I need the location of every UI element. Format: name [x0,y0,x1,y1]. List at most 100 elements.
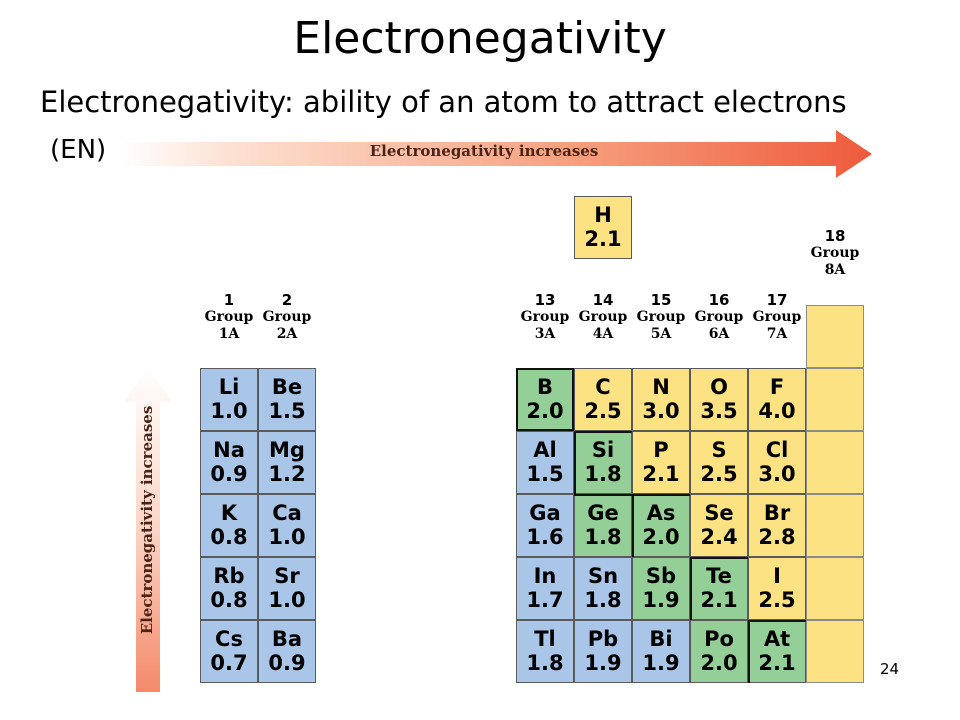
group-sublabel: 6A [708,326,730,342]
element-symbol: Ba [271,627,303,651]
element-cell-sr: Sr 1.0 [258,557,316,620]
element-en-value: 3.0 [758,462,796,486]
element-en-value: 0.8 [210,588,248,612]
element-en-value: 1.0 [210,399,248,423]
group-sublabel: 4A [592,326,614,342]
element-cell-al: Al 1.5 [516,431,574,494]
vertical-arrow-label: Electronegativity increases [138,405,156,635]
element-cell-mg: Mg 1.2 [258,431,316,494]
group-header-16: 16 Group 6A [690,292,748,343]
element-cell-as: As 2.0 [632,494,690,557]
group18-empty-cell [806,368,864,431]
vertical-arrow [124,366,172,692]
group-number: 15 [650,291,672,309]
element-cell-ca: Ca 1.0 [258,494,316,557]
element-symbol: Li [218,375,240,399]
element-symbol: K [220,501,238,525]
element-symbol: Cs [215,627,243,651]
element-symbol: As [646,501,676,525]
element-cell-b: B 2.0 [516,368,574,431]
element-cell-s: S 2.5 [690,431,748,494]
page-number: 24 [880,660,900,678]
element-symbol: I [773,564,781,588]
element-cell-in: In 1.7 [516,557,574,620]
element-cell-be: Be 1.5 [258,368,316,431]
group-number: 16 [708,291,730,309]
element-cell-k: K 0.8 [200,494,258,557]
element-cell-sb: Sb 1.9 [632,557,690,620]
element-symbol: Br [763,501,791,525]
horizontal-arrow [120,130,872,178]
group18-empty-cell [806,305,864,368]
group-sublabel: 8A [824,262,846,278]
group-header-18: 18 Group 8A [806,228,864,279]
element-symbol: F [769,375,785,399]
element-symbol: Na [213,438,245,462]
element-en-value: 1.5 [526,462,564,486]
element-cell-rb: Rb 0.8 [200,557,258,620]
group18-empty-cell [806,620,864,683]
element-symbol: Sr [274,564,300,588]
group-number: 18 [824,227,846,245]
element-en-value: 1.5 [268,399,306,423]
element-en-value: 2.5 [758,588,796,612]
group18-empty-cell [806,557,864,620]
element-en-value: 1.0 [268,525,306,549]
element-symbol: Po [704,627,734,651]
group-header-2: 2 Group 2A [258,292,316,343]
element-en-value: 2.0 [642,525,680,549]
group-label: Group [694,309,744,325]
group-label: Group [204,309,254,325]
group-label: Group [520,309,570,325]
element-cell-br: Br 2.8 [748,494,806,557]
element-cell-bi: Bi 1.9 [632,620,690,683]
group-header-17: 17 Group 7A [748,292,806,343]
element-symbol: Ga [529,501,561,525]
group-label: Group [752,309,802,325]
page-title: Electronegativity [293,13,667,64]
definition-text: Electronegativity: ability of an atom to… [40,85,847,119]
element-symbol: Be [271,375,303,399]
element-symbol: C [595,375,611,399]
element-symbol: Sn [587,564,619,588]
element-symbol: Pb [587,627,619,651]
element-en-value: 1.9 [584,651,622,675]
element-en-value: 0.9 [268,651,306,675]
element-en-value: 2.0 [526,399,564,423]
element-symbol: Te [706,564,732,588]
element-cell-na: Na 0.9 [200,431,258,494]
element-cell-tl: Tl 1.8 [516,620,574,683]
element-cell-o: O 3.5 [690,368,748,431]
element-symbol: N [652,375,670,399]
group-number: 1 [223,291,235,309]
element-symbol: Bi [649,627,673,651]
element-en-value: 1.9 [642,651,680,675]
element-symbol: Ge [587,501,619,525]
group-sublabel: 7A [766,326,788,342]
element-cell-li: Li 1.0 [200,368,258,431]
group-label: Group [810,245,860,261]
element-cell-h: H 2.1 [574,196,632,259]
element-en-value: 1.8 [584,525,622,549]
element-cell-te: Te 2.1 [690,557,748,620]
element-cell-c: C 2.5 [574,368,632,431]
element-symbol: S [711,438,727,462]
element-symbol: Cl [765,438,789,462]
element-en-value: 2.1 [700,588,738,612]
element-cell-n: N 3.0 [632,368,690,431]
element-en-value: 2.5 [700,462,738,486]
element-cell-ga: Ga 1.6 [516,494,574,557]
group-sublabel: 1A [218,326,240,342]
group-label: Group [578,309,628,325]
element-cell-cs: Cs 0.7 [200,620,258,683]
element-en-value: 1.9 [642,588,680,612]
element-symbol: Si [591,438,615,462]
group-sublabel: 3A [534,326,556,342]
element-cell-po: Po 2.0 [690,620,748,683]
element-symbol: Sb [645,564,677,588]
element-symbol: Se [704,501,734,525]
element-en-value: 3.0 [642,399,680,423]
element-en-value: 1.6 [526,525,564,549]
element-en-value: 2.0 [700,651,738,675]
element-en-value: 2.1 [642,462,680,486]
